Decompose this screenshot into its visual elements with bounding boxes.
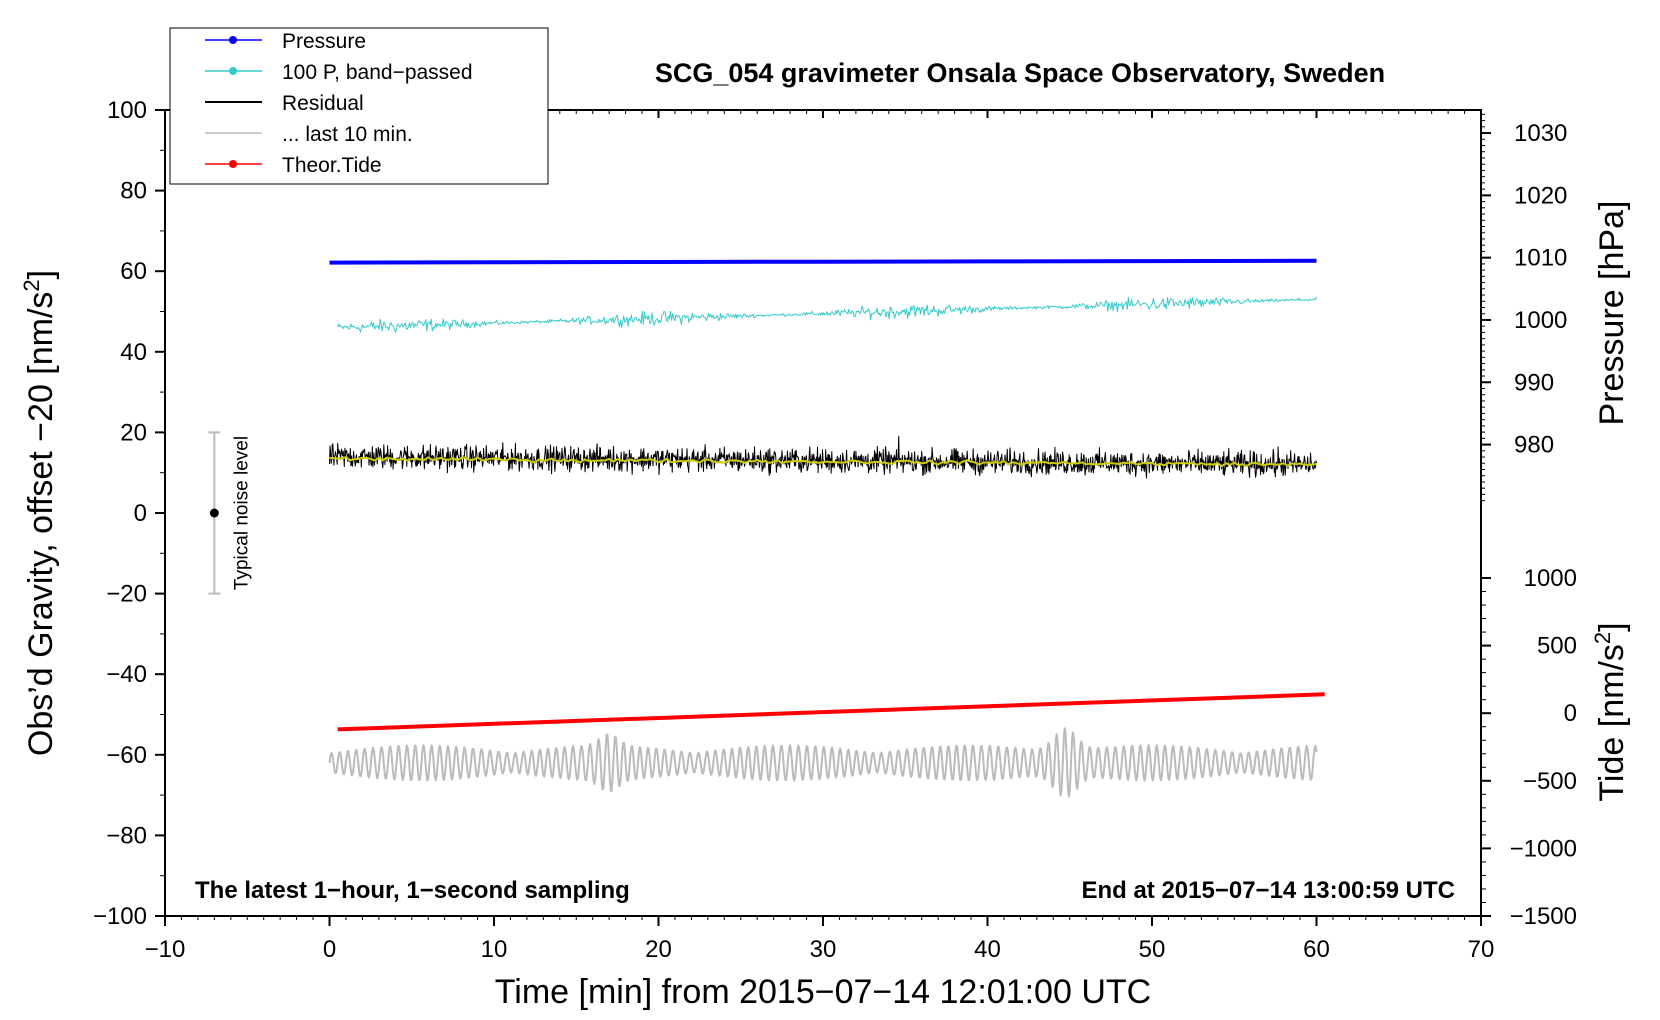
- legend: Pressure 100 P, band−passed Residual ... la…: [169, 27, 549, 185]
- tide-tick-label: −1000: [1510, 835, 1577, 862]
- legend-box: [169, 27, 549, 185]
- pressure-tick-label: 1000: [1514, 307, 1567, 334]
- y-tick-label: 60: [120, 258, 147, 285]
- series-band-passed: [337, 296, 1317, 333]
- tide-tick-label: 500: [1537, 633, 1577, 660]
- y-tick-label: 100: [107, 97, 147, 124]
- noise-bar-label: Typical noise level: [231, 436, 252, 590]
- y-axis-title-pressure: Pressure [hPa]: [1593, 201, 1631, 426]
- y-tick-label: 20: [120, 419, 147, 446]
- pressure-tick-label: 990: [1514, 369, 1554, 396]
- y-tick-label: 40: [120, 339, 147, 366]
- x-tick-label: 70: [1468, 936, 1495, 963]
- tide-tick-label: −1500: [1510, 903, 1577, 930]
- x-tick-label: −10: [145, 936, 186, 963]
- y-tick-label: −40: [106, 661, 147, 688]
- series-layer: Typical noise level: [208, 258, 1325, 798]
- y-tick-label: 0: [134, 500, 147, 527]
- y-tick-label: 80: [120, 178, 147, 205]
- series-last-10-min: [328, 727, 1318, 798]
- x-tick-label: 20: [645, 936, 672, 963]
- x-axis-title: Time [min] from 2015−07−14 12:01:00 UTC: [495, 973, 1151, 1011]
- x-tick-label: 60: [1303, 936, 1330, 963]
- x-tick-label: 50: [1139, 936, 1166, 963]
- chart-title: SCG_054 gravimeter Onsala Space Observat…: [655, 58, 1385, 88]
- tide-tick-label: 1000: [1524, 565, 1577, 592]
- x-tick-label: 40: [974, 936, 1001, 963]
- series-residual: [329, 435, 1317, 479]
- y-tick-label: −80: [106, 822, 147, 849]
- y-tick-label: −20: [106, 581, 147, 608]
- y-axis-title-tide: Tide [nm/s2]: [1590, 622, 1631, 801]
- x-tick-label: 10: [481, 936, 508, 963]
- pressure-tick-label: 1020: [1514, 182, 1567, 209]
- tick-layer: −10 0 10 20 30 40 50 60 70−100−80−60−40−20020406…: [93, 97, 1577, 963]
- annotation-sampling: The latest 1−hour, 1−second sampling: [195, 877, 630, 904]
- legend-label: Theor.Tide: [282, 154, 382, 177]
- x-tick-label: 0: [323, 936, 336, 963]
- y-axis-title-left: Obs’d Gravity, offset −20 [nm/s2]: [19, 270, 60, 756]
- annotation-end-time: End at 2015−07−14 13:00:59 UTC: [1081, 877, 1455, 904]
- x-tick-label: 30: [810, 936, 837, 963]
- tide-tick-label: 0: [1564, 700, 1577, 727]
- legend-label: ... last 10 min.: [282, 123, 413, 146]
- pressure-tick-label: 1030: [1514, 120, 1567, 147]
- pressure-tick-label: 980: [1514, 432, 1554, 459]
- series-residual-smoothed: [329, 456, 1317, 468]
- series-theor-tide: [337, 692, 1325, 732]
- legend-swatch-marker: [229, 36, 237, 44]
- noise-bar-center-dot: [209, 508, 219, 518]
- legend-swatch-marker: [229, 67, 237, 75]
- legend-label: Residual: [282, 92, 364, 115]
- y-tick-label: −60: [106, 742, 147, 769]
- plot-frame: [164, 109, 1482, 917]
- legend-label: Pressure: [282, 30, 366, 53]
- pressure-tick-label: 1010: [1514, 245, 1567, 272]
- tide-tick-label: −500: [1523, 768, 1577, 795]
- y-tick-label: −100: [93, 903, 147, 930]
- legend-label: 100 P, band−passed: [282, 61, 473, 84]
- legend-swatch-marker: [229, 160, 237, 168]
- series-pressure: [329, 258, 1317, 265]
